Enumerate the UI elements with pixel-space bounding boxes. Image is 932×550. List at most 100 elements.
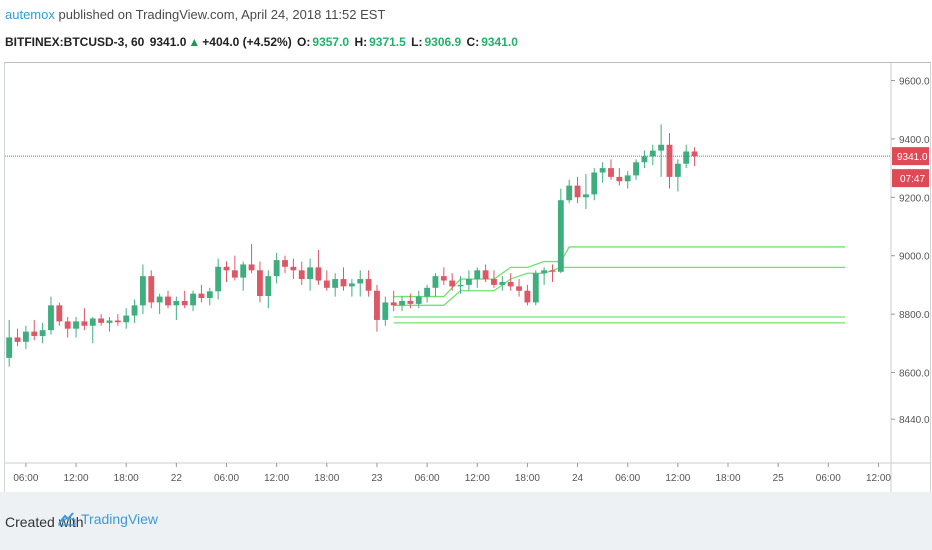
candle-down (198, 293, 205, 299)
candle-down (14, 337, 21, 342)
candle-up (641, 156, 648, 163)
candle-up (591, 172, 598, 195)
candle-up (39, 330, 46, 336)
close-value: 9341.0 (481, 35, 518, 49)
candle-down (81, 321, 88, 326)
candle-down (56, 305, 63, 322)
price-change: +404.0 (+4.52%) (202, 35, 292, 49)
high-value: 9371.5 (369, 35, 406, 49)
candle-up (399, 300, 405, 306)
candle-down (449, 280, 456, 287)
candle-up (633, 162, 639, 176)
candle-down (31, 331, 38, 336)
time-tick-label: 12:00 (465, 473, 490, 484)
last-price-badge (892, 147, 929, 166)
candle-up (190, 293, 196, 306)
candle-up (432, 276, 439, 288)
candle-down (507, 281, 514, 287)
candle-down (165, 296, 171, 306)
candle-down (298, 270, 305, 280)
price-tick-label: 9600.0 (899, 77, 930, 88)
candle-down (608, 168, 614, 177)
symbol-bar: BITFINEX:BTCUSD-3, 60 9341.0 ▲ +404.0 (+4.… (5, 35, 520, 49)
price-tick-label: 9200.0 (899, 193, 930, 204)
candle-up (307, 267, 314, 280)
candle-down (64, 321, 71, 329)
time-tick-label: 06:00 (13, 473, 38, 484)
candle-up (139, 276, 146, 306)
chart-area[interactable]: 9600.0 9400.0 9200.0 9000.0 8800.0 8600.0 8440… (4, 62, 931, 493)
candle-down (248, 264, 255, 271)
candle-down (257, 270, 263, 296)
candle-down (315, 267, 322, 281)
candle-down (491, 279, 497, 285)
candle-up (273, 260, 280, 277)
tradingview-logo[interactable]: TradingView (57, 509, 158, 529)
candle-up (123, 315, 130, 323)
countdown-badge (892, 169, 929, 188)
candle-up (73, 321, 79, 329)
candle-up (424, 287, 431, 297)
time-tick-label: 12:00 (64, 473, 89, 484)
candle-up (265, 276, 272, 296)
time-tick-label: 12:00 (866, 473, 891, 484)
candle-up (649, 150, 656, 157)
candle-up (206, 291, 213, 299)
open-value: 9357.0 (312, 35, 350, 49)
candle-up (683, 151, 690, 164)
author-link[interactable]: autemox (5, 7, 55, 22)
candle-up (557, 200, 564, 272)
low-label: L: (411, 35, 423, 49)
candle-down (482, 270, 489, 280)
candle-down (616, 176, 623, 182)
candle-up (332, 279, 339, 288)
candlestick-chart[interactable]: 9600.0 9400.0 9200.0 9000.0 8800.0 8600.0 8440… (5, 63, 930, 493)
candle-up (156, 296, 163, 303)
candle-up (582, 194, 589, 198)
candle-up (240, 264, 247, 278)
candle-up (348, 283, 355, 287)
price-tick-label: 8600.0 (899, 368, 930, 379)
candle-up (415, 296, 422, 304)
candle-down (440, 276, 447, 281)
candle-up (566, 185, 573, 201)
candle-down (323, 280, 330, 288)
candle-up (532, 273, 539, 303)
candle-up (474, 270, 481, 280)
candle-down (98, 318, 105, 323)
candle-up (106, 320, 113, 323)
candle-down (223, 266, 230, 271)
time-tick-label: 23 (371, 473, 383, 484)
candle-down (407, 300, 414, 304)
last-price: 9341.0 (149, 35, 187, 49)
candle-up (599, 168, 606, 173)
time-tick-label: 06:00 (214, 473, 239, 484)
candle-down (148, 276, 155, 303)
candle-up (658, 144, 665, 151)
publication-line: autemox published on TradingView.com, Ap… (5, 7, 385, 22)
candle-down (666, 144, 673, 177)
candle-down (365, 279, 372, 291)
time-tick-label: 12:00 (264, 473, 289, 484)
candle-up (457, 284, 464, 287)
open-label: O: (297, 35, 311, 49)
candle-up (173, 300, 180, 306)
candle-down (390, 302, 397, 306)
candle-up (357, 279, 364, 284)
time-tick-label: 06:00 (816, 473, 841, 484)
candle-up (6, 337, 13, 358)
price-tick-label: 8800.0 (899, 310, 930, 321)
candle-up (541, 270, 548, 274)
time-tick-label: 18:00 (314, 473, 339, 484)
footer: Created with TradingView (0, 492, 932, 550)
candle-down (181, 300, 188, 306)
time-tick-label: 18:00 (114, 473, 139, 484)
symbol-label: BITFINEX:BTCUSD-3, 60 (5, 35, 145, 49)
time-tick-label: 06:00 (415, 473, 440, 484)
level-line-upper-step (393, 246, 846, 298)
candle-up (624, 175, 631, 182)
candle-up (131, 305, 138, 316)
candle-down (114, 320, 121, 323)
time-tick-label: 24 (572, 473, 584, 484)
time-tick-label: 06:00 (615, 473, 640, 484)
